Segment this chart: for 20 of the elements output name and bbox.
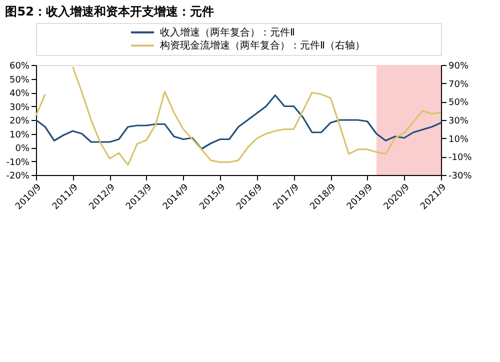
y2-tick-label: -30% xyxy=(448,172,472,182)
y-tick-label: 30% xyxy=(9,102,30,113)
y2-tick-label: 50% xyxy=(448,98,469,108)
y2-tick-label: -10% xyxy=(448,153,472,164)
legend-label: 构资现金流增速（两年复合）：元件Ⅱ（右轴） xyxy=(159,40,365,52)
y-tick-label: 0% xyxy=(15,144,30,154)
y-tick-label: -20% xyxy=(6,172,30,182)
y-tick-label: 40% xyxy=(9,89,30,99)
y-tick-label: 50% xyxy=(9,75,30,86)
y2-tick-label: 10% xyxy=(448,134,469,145)
y2-tick-label: 70% xyxy=(448,80,469,90)
y-tick-label: 20% xyxy=(9,116,30,126)
chart-title: 图52：收入增速和资本开支增速：元件 xyxy=(5,4,214,18)
y2-tick-label: 30% xyxy=(448,116,469,126)
y-tick-label: -10% xyxy=(6,158,30,168)
legend-label: 收入增速（两年复合）：元件Ⅱ xyxy=(160,26,295,38)
y-tick-label: 10% xyxy=(9,130,30,140)
line-series xyxy=(35,94,442,150)
y2-tick-label: 90% xyxy=(448,62,469,72)
y-tick-label: 60% xyxy=(9,62,30,72)
